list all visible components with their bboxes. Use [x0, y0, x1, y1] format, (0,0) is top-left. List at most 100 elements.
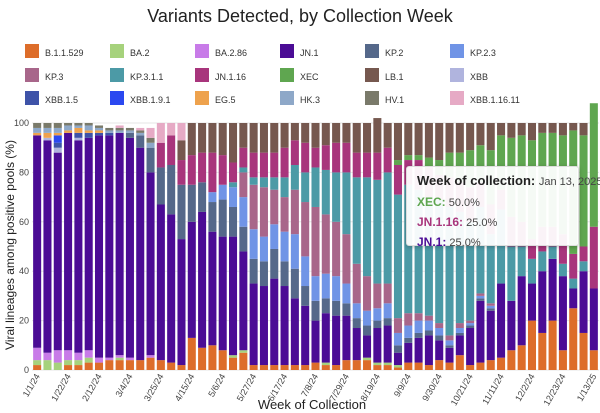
bar-segment[interactable] [301, 142, 310, 173]
bar-segment[interactable] [538, 251, 547, 272]
bar-segment[interactable] [218, 184, 227, 200]
bar-week[interactable] [43, 123, 52, 370]
bar-segment[interactable] [424, 365, 433, 370]
bar-segment[interactable] [342, 234, 351, 284]
bar-segment[interactable] [259, 187, 268, 237]
bar-segment[interactable] [497, 209, 506, 284]
bar-segment[interactable] [249, 283, 258, 366]
bar-segment[interactable] [136, 127, 145, 131]
bar-segment[interactable] [321, 362, 330, 366]
bar-segment[interactable] [332, 276, 341, 301]
bar-segment[interactable] [125, 132, 134, 138]
bar-segment[interactable] [424, 315, 433, 321]
bar-segment[interactable] [311, 123, 320, 148]
bar-segment[interactable] [146, 172, 155, 356]
bar-segment[interactable] [43, 132, 52, 138]
bar-segment[interactable] [455, 355, 464, 370]
bar-segment[interactable] [187, 155, 196, 185]
bar-segment[interactable] [332, 172, 341, 222]
bar-segment[interactable] [115, 127, 124, 131]
bar-segment[interactable] [342, 360, 351, 370]
bar-segment[interactable] [548, 246, 557, 259]
bar-segment[interactable] [74, 137, 83, 141]
bar-segment[interactable] [229, 236, 238, 356]
bar-segment[interactable] [259, 152, 268, 178]
bar-segment[interactable] [270, 365, 279, 370]
bar-segment[interactable] [332, 221, 341, 277]
bar-segment[interactable] [53, 132, 62, 136]
bar-segment[interactable] [342, 283, 351, 304]
bar-segment[interactable] [74, 123, 83, 126]
bar-segment[interactable] [208, 231, 217, 346]
bar-segment[interactable] [53, 350, 62, 363]
legend-item[interactable]: XBB.1.16.11 [450, 91, 520, 105]
bar-segment[interactable] [74, 132, 83, 138]
bar-segment[interactable] [517, 345, 526, 370]
bar-segment[interactable] [455, 328, 464, 333]
bar-week[interactable] [579, 123, 588, 370]
bar-week[interactable] [94, 125, 104, 370]
bar-segment[interactable] [33, 132, 42, 136]
bar-segment[interactable] [383, 123, 392, 148]
bar-segment[interactable] [280, 123, 289, 148]
bar-segment[interactable] [404, 325, 413, 338]
legend-item[interactable]: JN.1.16 [195, 68, 246, 82]
bar-segment[interactable] [270, 177, 279, 190]
legend-item[interactable]: BA.2 [110, 44, 150, 58]
bar-segment[interactable] [363, 357, 372, 361]
bar-segment[interactable] [33, 347, 42, 361]
bar-segment[interactable] [445, 206, 454, 336]
bar-segment[interactable] [352, 303, 361, 319]
bar-segment[interactable] [125, 130, 134, 133]
bar-segment[interactable] [486, 123, 495, 151]
bar-segment[interactable] [435, 328, 444, 336]
bar-segment[interactable] [383, 147, 392, 173]
bar-segment[interactable] [342, 123, 351, 143]
bar-segment[interactable] [321, 365, 330, 370]
bar-segment[interactable] [167, 214, 176, 363]
bar-week[interactable] [74, 123, 83, 370]
bar-segment[interactable] [352, 360, 361, 370]
bar-week[interactable] [589, 103, 598, 370]
bar-segment[interactable] [352, 318, 361, 329]
bar-segment[interactable] [208, 192, 217, 203]
legend-item[interactable]: XBB.1.5 [25, 91, 78, 105]
bar-segment[interactable] [342, 172, 351, 235]
bar-segment[interactable] [383, 303, 392, 319]
bar-segment[interactable] [115, 360, 124, 370]
bar-segment[interactable] [187, 123, 196, 156]
bar-segment[interactable] [105, 130, 114, 133]
bar-segment[interactable] [352, 328, 361, 361]
bar-segment[interactable] [64, 125, 73, 131]
bar-week[interactable] [404, 123, 413, 370]
bar-segment[interactable] [373, 118, 382, 153]
legend-item[interactable]: KP.3 [25, 68, 63, 82]
legend-item[interactable]: B.1.1.529 [25, 44, 84, 58]
bar-segment[interactable] [74, 360, 83, 366]
bar-segment[interactable] [558, 350, 567, 370]
legend-item[interactable]: LB.1 [365, 68, 404, 82]
bar-segment[interactable] [249, 123, 258, 153]
bar-segment[interactable] [156, 167, 165, 205]
bar-segment[interactable] [146, 355, 155, 358]
bar-segment[interactable] [548, 258, 557, 321]
bar-segment[interactable] [466, 323, 475, 326]
bar-segment[interactable] [218, 236, 227, 351]
bar-segment[interactable] [393, 352, 402, 366]
bar-segment[interactable] [43, 127, 52, 133]
bar-segment[interactable] [311, 147, 320, 168]
bar-segment[interactable] [280, 261, 289, 287]
bar-segment[interactable] [486, 303, 495, 306]
bar-segment[interactable] [579, 332, 588, 370]
bar-week[interactable] [156, 123, 165, 370]
bar-segment[interactable] [435, 323, 444, 329]
bar-segment[interactable] [259, 286, 268, 366]
bar-week[interactable] [383, 123, 392, 370]
bar-segment[interactable] [156, 142, 165, 168]
legend-item[interactable]: XBB [450, 68, 488, 82]
bar-segment[interactable] [476, 123, 485, 146]
bar-segment[interactable] [115, 130, 124, 133]
bar-segment[interactable] [393, 318, 402, 333]
bar-segment[interactable] [249, 258, 258, 284]
bar-week[interactable] [569, 123, 578, 370]
